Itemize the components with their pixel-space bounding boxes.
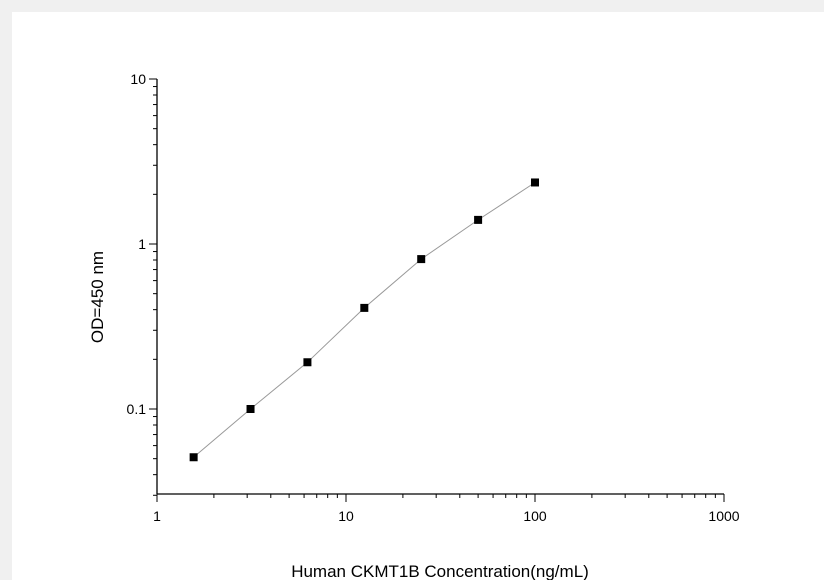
data-point [417, 255, 426, 264]
fit-line [193, 182, 536, 458]
chart-frame [12, 12, 824, 580]
y-axis-title: OD=450 nm [88, 251, 107, 343]
fit-curve [193, 182, 536, 458]
x-axis-title: Human CKMT1B Concentration(ng/mL) [291, 562, 589, 580]
axes: 1 10 100 1000 0.1 1 10 [127, 71, 740, 524]
data-point [303, 358, 312, 367]
data-point [246, 405, 255, 413]
data-point [531, 178, 539, 187]
y-tick-label: 10 [130, 71, 146, 87]
x-tick-label: 1000 [708, 508, 739, 524]
x-tick-label: 1 [153, 508, 161, 524]
y-tick-label: 1 [138, 236, 146, 252]
data-point [360, 303, 369, 312]
data-point [189, 453, 198, 462]
x-tick-label: 10 [338, 508, 354, 524]
y-tick-label: 0.1 [127, 401, 147, 417]
data-point [474, 215, 483, 224]
x-tick-label: 100 [523, 508, 547, 524]
data-points [189, 178, 539, 462]
